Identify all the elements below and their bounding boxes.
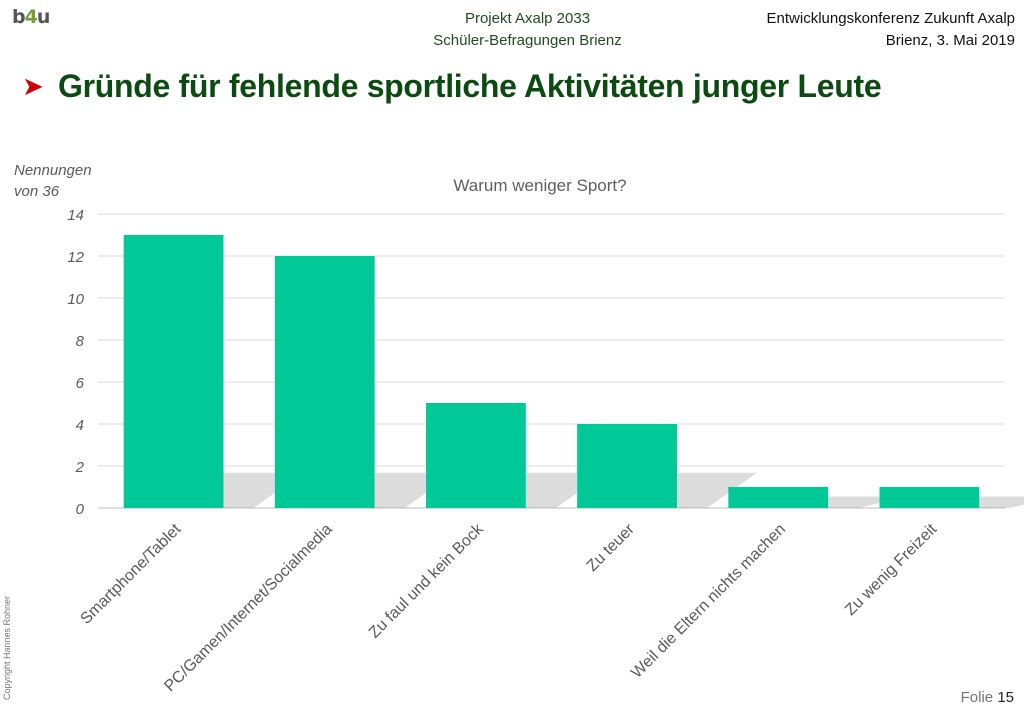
b4u-logo: b4u bbox=[12, 6, 50, 28]
bar bbox=[274, 256, 375, 508]
bar bbox=[577, 424, 677, 508]
event-date: Brienz, 3. Mai 2019 bbox=[885, 32, 1015, 49]
y-axis-label: Nennungen von 36 bbox=[14, 162, 92, 200]
bar bbox=[879, 487, 980, 508]
y-tick-label: 12 bbox=[67, 249, 84, 266]
y-tick-label: 14 bbox=[67, 207, 84, 224]
bar-shadow bbox=[979, 496, 1024, 508]
y-tick-label: 4 bbox=[76, 417, 84, 434]
project-header: Projekt Axalp 2033 Schüler-Befragungen B… bbox=[400, 8, 655, 52]
copyright-note: Copyright Hannes Rohner bbox=[2, 595, 12, 700]
x-category-label: PC/Gamen/Internet/Socialmedia bbox=[161, 521, 335, 695]
x-category-label: Smartphone/Tablet bbox=[77, 520, 184, 627]
slide-number: Folie 15 bbox=[960, 689, 1014, 706]
y-tick-label: 2 bbox=[75, 459, 85, 476]
slide-title-row: ➤ Gründe für fehlende sportliche Aktivit… bbox=[22, 68, 882, 105]
x-category-label: Zu wenig Freizeit bbox=[842, 520, 941, 619]
bar-shadow bbox=[676, 472, 757, 508]
y-tick-label: 10 bbox=[67, 291, 84, 308]
x-category-label: Zu faul und kein Bock bbox=[366, 520, 488, 642]
x-category-label: Weil die Eltern nichts machen bbox=[628, 521, 789, 682]
chart-title: Warum weniger Sport? bbox=[453, 176, 626, 195]
event-header: Entwicklungskonferenz Zukunft Axalp Brie… bbox=[767, 8, 1015, 52]
bar bbox=[123, 235, 224, 508]
project-subtitle: Schüler-Befragungen Brienz bbox=[433, 32, 622, 49]
arrow-bullet-icon: ➤ bbox=[22, 71, 44, 102]
y-tick-label: 0 bbox=[76, 501, 85, 518]
event-name: Entwicklungskonferenz Zukunft Axalp bbox=[766, 10, 1015, 27]
x-category-label: Zu teuer bbox=[584, 520, 639, 575]
project-name: Projekt Axalp 2033 bbox=[464, 10, 591, 27]
bar bbox=[426, 403, 526, 508]
y-tick-label: 6 bbox=[76, 375, 85, 392]
slide-title: Gründe für fehlende sportliche Aktivität… bbox=[58, 68, 882, 104]
bar bbox=[728, 487, 829, 508]
y-tick-label: 8 bbox=[76, 333, 85, 350]
